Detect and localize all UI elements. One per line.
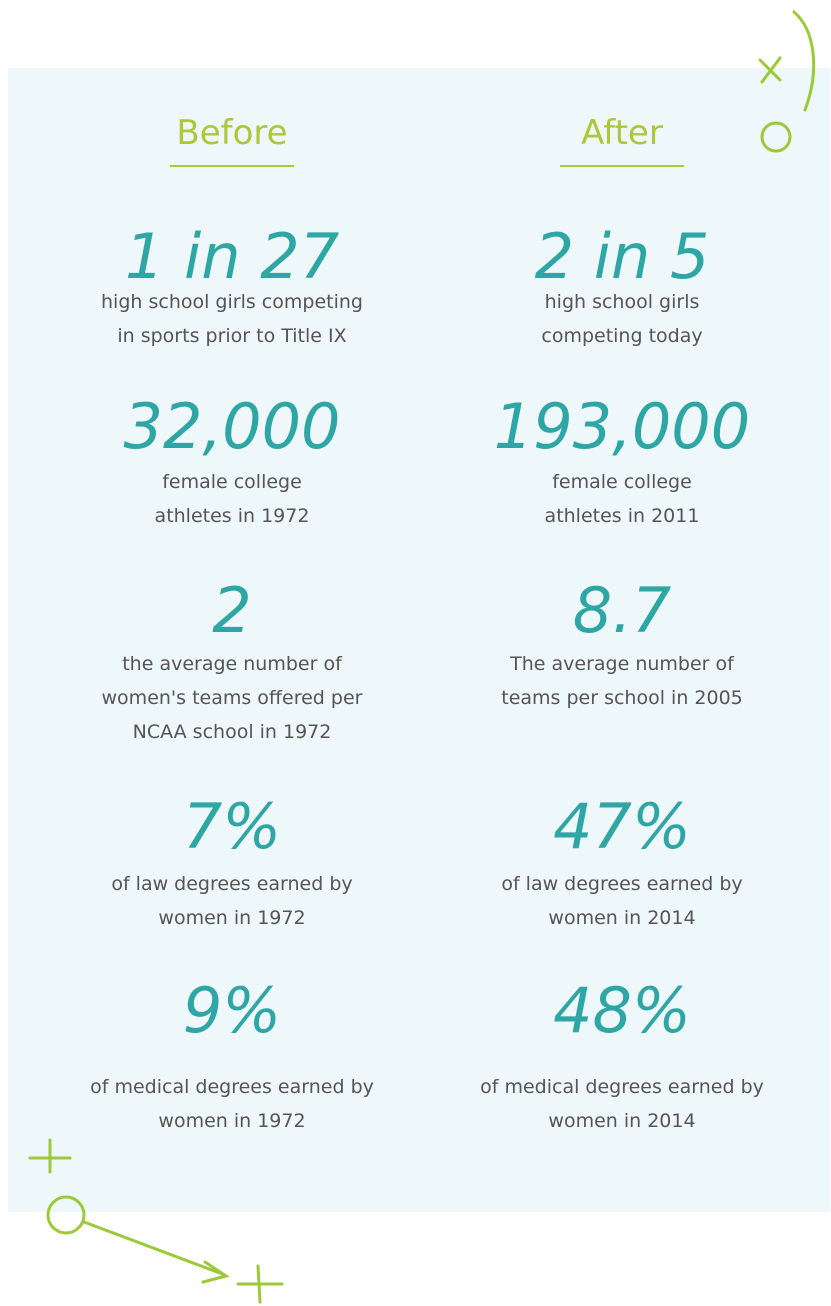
stat-caption: women's teams offered per bbox=[102, 687, 363, 709]
stat-caption: female college bbox=[552, 471, 692, 493]
page: Before1 in 27high school girls competing… bbox=[0, 0, 831, 1306]
stat-caption: competing today bbox=[541, 325, 702, 347]
column-heading: After bbox=[581, 113, 663, 153]
stat-caption: of law degrees earned by bbox=[501, 873, 742, 895]
stat-number: 9% bbox=[183, 974, 281, 1047]
stat-caption: of law degrees earned by bbox=[111, 873, 352, 895]
infographic: Before1 in 27high school girls competing… bbox=[0, 0, 831, 1306]
stat-caption: The average number of bbox=[509, 653, 735, 675]
stat-number: 48% bbox=[553, 974, 691, 1047]
stat-caption: women in 2014 bbox=[548, 1110, 695, 1132]
stat-number: 7% bbox=[183, 790, 281, 863]
stat-caption: teams per school in 2005 bbox=[501, 687, 743, 709]
stat-caption: of medical degrees earned by bbox=[90, 1076, 374, 1098]
stat-caption: athletes in 1972 bbox=[155, 505, 310, 527]
stat-number: 1 in 27 bbox=[125, 220, 339, 293]
stat-caption: women in 1972 bbox=[158, 1110, 305, 1132]
stat-caption: of medical degrees earned by bbox=[480, 1076, 764, 1098]
stat-caption: female college bbox=[162, 471, 302, 493]
stat-caption: high school girls competing bbox=[101, 291, 363, 313]
stat-caption: women in 1972 bbox=[158, 907, 305, 929]
column-heading: Before bbox=[176, 113, 287, 153]
stat-number: 193,000 bbox=[494, 390, 750, 463]
stat-number: 47% bbox=[553, 790, 691, 863]
stat-caption: high school girls bbox=[545, 291, 700, 313]
stat-number: 2 bbox=[212, 574, 251, 647]
stat-number: 2 in 5 bbox=[535, 220, 710, 293]
stat-number: 32,000 bbox=[124, 390, 341, 463]
stat-caption: NCAA school in 1972 bbox=[133, 721, 332, 743]
stat-caption: in sports prior to Title IX bbox=[117, 325, 346, 347]
stat-caption: the average number of bbox=[122, 653, 343, 675]
stat-number: 8.7 bbox=[573, 574, 672, 647]
stat-caption: athletes in 2011 bbox=[545, 505, 700, 527]
stat-caption: women in 2014 bbox=[548, 907, 695, 929]
